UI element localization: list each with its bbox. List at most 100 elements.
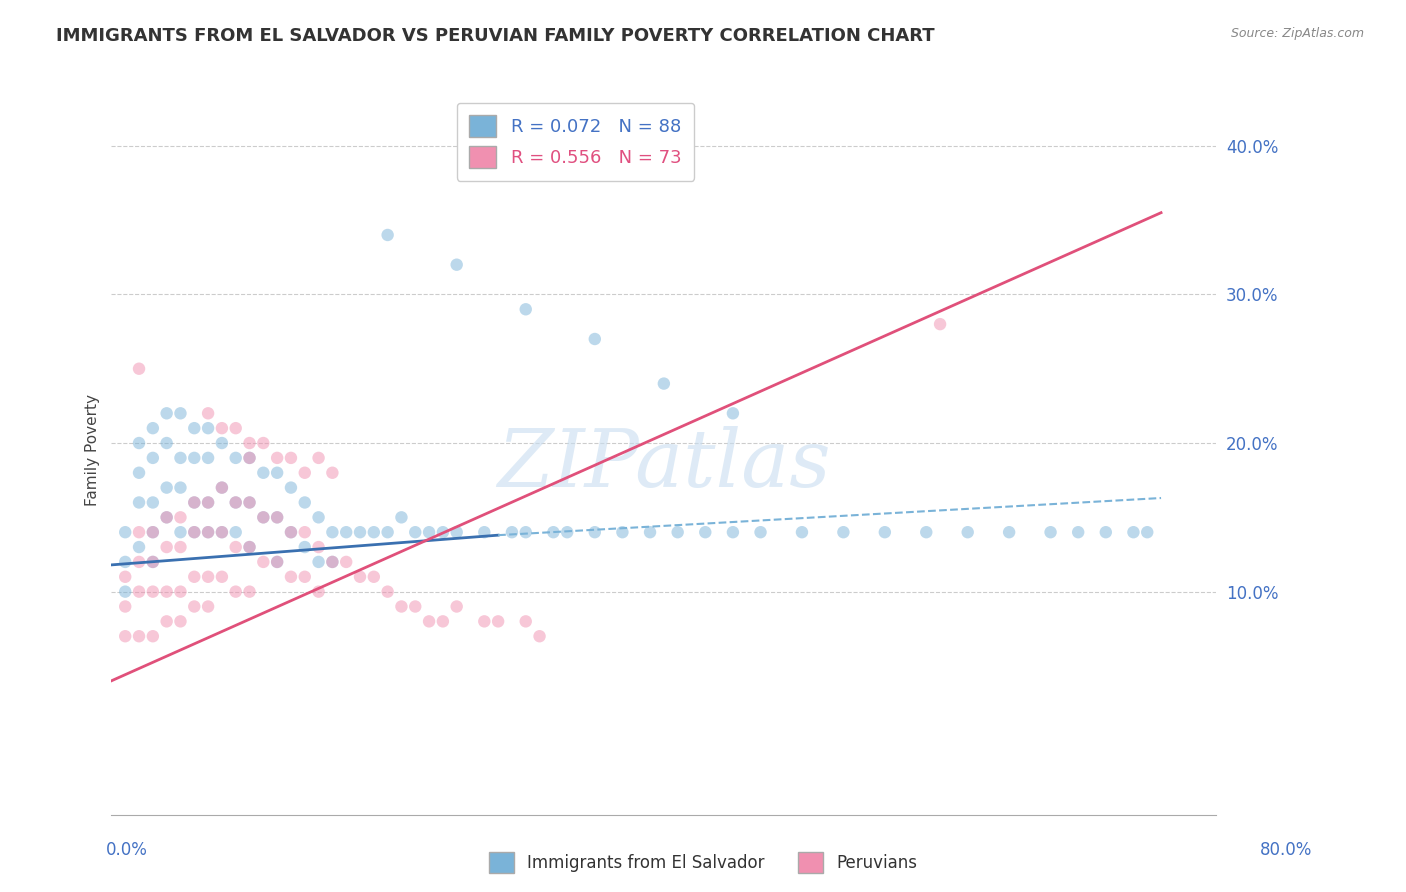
Point [156,510,179,524]
Point [183,570,205,584]
Point [308,510,330,524]
Point [211,525,233,540]
Point [280,450,302,465]
Point [294,466,316,480]
Point [873,525,896,540]
Point [128,525,150,540]
Point [238,450,260,465]
Point [790,525,813,540]
Point [391,510,413,524]
Point [225,540,247,554]
Point [363,570,385,584]
Point [156,481,179,495]
Point [142,525,165,540]
Point [721,406,744,420]
Point [156,540,179,554]
Point [128,555,150,569]
Legend: Immigrants from El Salvador, Peruvians: Immigrants from El Salvador, Peruvians [482,846,924,880]
Point [335,525,357,540]
Point [515,525,537,540]
Point [583,525,606,540]
Point [197,525,219,540]
Point [294,525,316,540]
Point [142,450,165,465]
Point [156,510,179,524]
Point [142,555,165,569]
Point [225,495,247,509]
Point [183,599,205,614]
Point [128,584,150,599]
Point [169,450,191,465]
Point [998,525,1021,540]
Point [169,584,191,599]
Point [515,615,537,629]
Point [225,584,247,599]
Point [555,525,578,540]
Point [183,525,205,540]
Point [446,525,468,540]
Point [169,406,191,420]
Point [238,450,260,465]
Point [197,495,219,509]
Point [294,495,316,509]
Point [142,584,165,599]
Legend: R = 0.072   N = 88, R = 0.556   N = 73: R = 0.072 N = 88, R = 0.556 N = 73 [457,103,695,181]
Point [1136,525,1159,540]
Point [128,466,150,480]
Point [446,599,468,614]
Point [156,436,179,450]
Point [252,436,274,450]
Point [929,317,952,331]
Point [266,466,288,480]
Point [349,525,371,540]
Point [321,555,343,569]
Point [197,570,219,584]
Point [183,525,205,540]
Point [832,525,855,540]
Point [169,615,191,629]
Point [695,525,717,540]
Point [238,584,260,599]
Point [156,406,179,420]
Point [472,525,495,540]
Point [211,525,233,540]
Point [114,584,136,599]
Point [225,495,247,509]
Point [183,421,205,435]
Point [142,555,165,569]
Point [252,510,274,524]
Point [956,525,979,540]
Point [404,525,426,540]
Point [321,466,343,480]
Point [652,376,675,391]
Point [142,421,165,435]
Point [721,525,744,540]
Text: Source: ZipAtlas.com: Source: ZipAtlas.com [1230,27,1364,40]
Point [432,525,454,540]
Point [280,570,302,584]
Point [197,421,219,435]
Point [335,555,357,569]
Point [1122,525,1144,540]
Point [211,436,233,450]
Point [114,555,136,569]
Text: IMMIGRANTS FROM EL SALVADOR VS PERUVIAN FAMILY POVERTY CORRELATION CHART: IMMIGRANTS FROM EL SALVADOR VS PERUVIAN … [56,27,935,45]
Point [666,525,689,540]
Point [446,258,468,272]
Point [211,481,233,495]
Point [266,450,288,465]
Point [183,495,205,509]
Point [515,302,537,317]
Point [363,525,385,540]
Point [543,525,565,540]
Point [197,525,219,540]
Point [225,421,247,435]
Point [404,599,426,614]
Text: ZIPatlas: ZIPatlas [498,426,831,504]
Point [128,436,150,450]
Point [238,495,260,509]
Point [321,555,343,569]
Point [211,570,233,584]
Point [169,525,191,540]
Point [238,436,260,450]
